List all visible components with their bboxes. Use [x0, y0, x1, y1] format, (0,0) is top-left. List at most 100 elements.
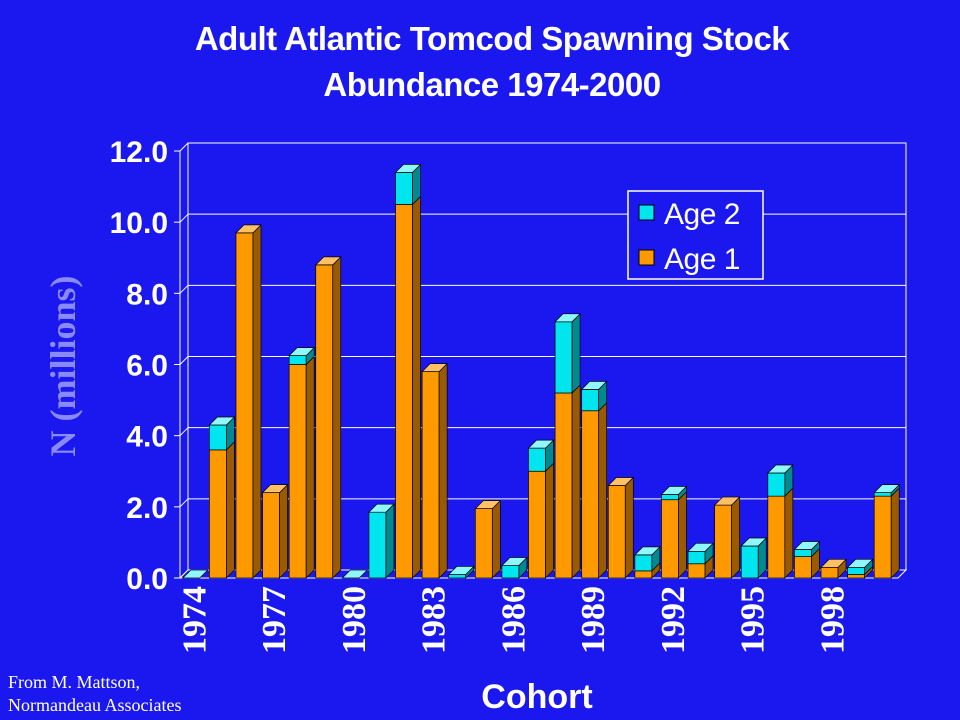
bar-age2-1975-front — [209, 424, 227, 451]
bar-age2-1978-front — [288, 355, 307, 365]
chart-title-line2: Abundance 1974-2000 — [323, 66, 661, 103]
bar-age1-1990-side — [624, 476, 634, 579]
bar-age1-1976-top — [235, 224, 262, 234]
bar-age2-1981-side — [385, 503, 395, 579]
bar-age1-1994-side — [731, 496, 740, 579]
y-tick-label: 8.0 — [126, 278, 168, 311]
x-axis-ticks: 1974 1977 1980 1983 1986 1989 1992 1995 1998 — [176, 586, 851, 654]
bar-age2-1982-front — [395, 172, 413, 205]
bar-age1-1979-front — [315, 264, 334, 579]
source-line1: From M. Mattson, — [8, 672, 141, 692]
bar-age1-1983-top — [421, 363, 448, 372]
gridline-slant — [179, 498, 189, 508]
bar-empty-1980 — [341, 569, 369, 579]
bar-age1-1999-front — [847, 574, 865, 579]
x-tick-label: 1977 — [256, 586, 293, 654]
legend-label-age2: Age 2 — [664, 198, 740, 231]
bar-age1-1985-side — [491, 499, 501, 579]
bar-age2-1987-front — [528, 447, 546, 472]
bar-age1-1982-front — [395, 204, 413, 579]
bar-age1-1996-front — [767, 495, 786, 579]
bar-age2-1981-top — [368, 503, 395, 513]
y-tick-label: 0.0 — [126, 563, 168, 596]
bar-age2-1988-front — [554, 321, 573, 394]
bar-age2-1993-top — [687, 542, 714, 552]
x-tick-label: 1980 — [336, 586, 373, 654]
bar-age2-1989-top — [580, 381, 608, 390]
bar-age1-1983-side — [438, 362, 448, 579]
bar-age2-1981-front — [368, 511, 387, 579]
bar-age1-2000-front — [873, 495, 892, 579]
bar-age1-1975-side — [226, 441, 235, 579]
gridline-slant — [179, 356, 189, 365]
x-tick-label: 1998 — [815, 586, 852, 654]
bar-age2-1982-top — [394, 164, 422, 173]
bar-age2-1997-front — [794, 549, 812, 557]
x-tick-label: 1992 — [655, 586, 692, 654]
y-tick-label: 2.0 — [126, 492, 168, 525]
bar-age1-1998-front — [820, 566, 839, 579]
gridline-slant — [179, 284, 189, 294]
bar-empty-1974 — [181, 569, 209, 579]
bar-age2-1992-top — [660, 486, 688, 495]
bar-age1-1976-front — [235, 232, 254, 579]
y-tick-label: 10.0 — [110, 207, 168, 240]
bar-age2-1999-front — [847, 566, 865, 575]
x-tick-label: 1983 — [416, 586, 453, 654]
y-axis-ticks: 0.0 2.0 4.0 6.0 8.0 10.0 12.0 — [110, 136, 180, 596]
bar-age1-1976-side — [252, 223, 262, 579]
gridline-slant — [179, 213, 189, 223]
bar-age1-1987-front — [528, 470, 546, 579]
legend: Age 2 Age 1 — [627, 190, 764, 280]
bar-age1-1993-front — [687, 563, 706, 579]
bar-age2-1991-top — [634, 546, 661, 556]
bar-age1-1978-front — [288, 364, 307, 579]
bar-age1-1975-front — [209, 449, 227, 579]
bar-age2-1986-front — [501, 565, 520, 579]
bar-age1-1977-top — [261, 484, 289, 493]
bar-age1-1977-front — [262, 492, 280, 579]
chart-title: Adult Atlantic Tomcod Spawning Stock Abu… — [0, 16, 960, 108]
bar-age2-1989-front — [581, 389, 600, 412]
bar-age1-1990-front — [607, 485, 626, 579]
bar-age2-1995-top — [740, 537, 768, 547]
bar-age1-1994-top — [713, 496, 741, 506]
bar-age1-1985-front — [474, 508, 493, 579]
bar-age2-1997-top — [793, 541, 821, 550]
source-line2: Normandeau Associates — [8, 695, 182, 715]
bar-age1-1989-front — [581, 410, 600, 579]
bar-age2-1992-front — [661, 494, 679, 501]
bar-age1-1988-front — [554, 392, 573, 579]
bar-age1-1977-side — [279, 483, 288, 579]
bar-age2-1991-front — [634, 554, 653, 572]
bar-age1-1990-top — [607, 477, 635, 486]
bar-age2-2000-top — [873, 484, 901, 493]
gridline-slant — [179, 427, 189, 437]
bar-age2-1978-top — [288, 347, 316, 356]
legend-swatch-age2 — [638, 204, 655, 221]
bar-age1-1985-top — [474, 500, 502, 509]
x-tick-label: 1974 — [176, 586, 213, 654]
bar-age2-2000-front — [873, 492, 892, 497]
gridline-slant — [179, 142, 189, 152]
bars — [181, 163, 901, 579]
bar-age2-1986-top — [501, 557, 528, 566]
x-axis-label: Cohort — [481, 678, 592, 716]
bar-age2-1988-side — [571, 312, 581, 394]
bar-age1-1988-side — [571, 384, 581, 579]
legend-swatch-age1 — [638, 249, 655, 266]
y-tick-label: 4.0 — [126, 421, 168, 454]
bar-age2-1984-front — [448, 574, 467, 579]
x-tick-label: 1986 — [495, 586, 532, 654]
bar-age1-2000-side — [890, 487, 900, 579]
y-axis-label: N (millions) — [43, 275, 83, 456]
y-tick-label: 12.0 — [110, 136, 168, 169]
bar-age1-1992-side — [678, 490, 687, 579]
bar-age1-1979-top — [314, 256, 342, 266]
bar-age2-1987-top — [527, 439, 555, 449]
bar-age1-1996-side — [784, 487, 794, 579]
bar-age1-1998-top — [820, 558, 847, 568]
chart-title-line1: Adult Atlantic Tomcod Spawning Stock — [194, 20, 790, 57]
